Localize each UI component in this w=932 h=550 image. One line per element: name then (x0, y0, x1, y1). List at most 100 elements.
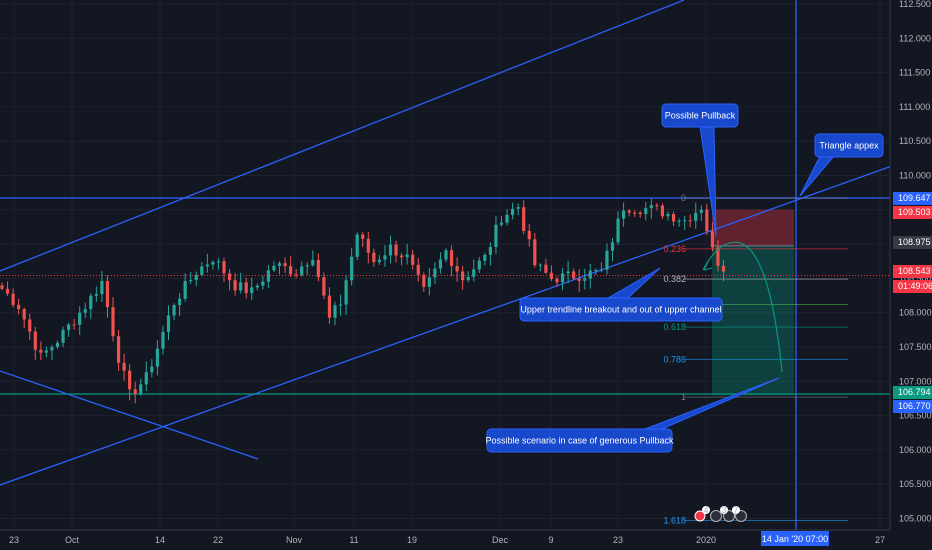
candle-body (705, 209, 709, 232)
price-tag-label: 106.770 (898, 401, 931, 411)
candle-body (594, 269, 598, 271)
event-count-badge (732, 506, 740, 514)
time-tick-label: 19 (407, 535, 417, 545)
price-tick-label: 111.500 (899, 68, 930, 78)
candle-body (494, 224, 498, 247)
candle-body (566, 271, 570, 274)
candle-body (472, 269, 476, 277)
time-axis-bg (0, 530, 932, 550)
price-tick-label: 108.500 (899, 273, 932, 283)
grid (0, 0, 890, 530)
candle-body (200, 266, 204, 275)
candle-body (33, 331, 37, 350)
candle-body (383, 255, 387, 260)
event-count-badge (702, 506, 710, 514)
candle-body (227, 273, 232, 281)
candle-body (28, 319, 32, 332)
candle-body (255, 285, 259, 288)
price-tick-label: 107.000 (899, 376, 932, 386)
candle-body (294, 274, 298, 276)
price-tag-bg (893, 280, 932, 293)
callout-scenario-box (486, 428, 673, 453)
candle-body (477, 260, 481, 270)
candle-body (17, 304, 21, 310)
crosshair-time-bg (761, 531, 829, 546)
candle-body (455, 265, 459, 272)
candle-body (283, 263, 287, 267)
candle-body (289, 266, 293, 275)
callout-scenario-text: Possible scenario in case of generous Pu… (485, 436, 674, 446)
candle-body (67, 324, 71, 330)
candle-body (666, 213, 670, 217)
price-tag-label: 01:49:06 (898, 281, 932, 291)
fib-level-label: 0.236 (663, 244, 686, 254)
candle-body (516, 207, 520, 209)
candle-body (350, 256, 354, 281)
candle-body (189, 279, 193, 281)
candles (0, 198, 726, 404)
candle-body (105, 281, 110, 308)
candle-body (50, 346, 54, 351)
falling-trendline (0, 370, 259, 460)
candle-body (44, 350, 48, 353)
candle-body (499, 222, 504, 225)
candle-body (311, 259, 315, 266)
candle-body (488, 246, 492, 255)
candle-body (222, 261, 226, 274)
candle-body (588, 270, 592, 279)
callouts[interactable]: Possible Pullback Triangle appex Upper tre… (485, 103, 884, 453)
price-tag-bg (893, 386, 932, 399)
candle-body (433, 268, 437, 278)
time-tick-label: 23 (9, 535, 19, 545)
upper-channel-line (0, 0, 685, 272)
candle-body (166, 315, 171, 332)
candle-body (549, 272, 554, 279)
price-tag-label: 109.503 (898, 207, 931, 217)
candle-body (139, 384, 143, 394)
candle-body (239, 282, 243, 291)
candle-body (388, 244, 393, 256)
candle-body (233, 280, 237, 291)
candle-body (416, 264, 420, 275)
candle-body (327, 295, 332, 318)
candle-body (688, 220, 692, 222)
candle-body (522, 207, 526, 231)
candle-body (677, 220, 681, 222)
candle-body (216, 261, 221, 263)
candle-body (649, 205, 653, 209)
candle-body (94, 294, 98, 296)
candle-body (405, 254, 409, 258)
candle-body (710, 231, 714, 248)
price-tick-label: 105.000 (899, 514, 932, 524)
event-count-text: 3 (721, 505, 726, 515)
callout-pullback: Possible Pullback (661, 103, 739, 237)
price-tick-label: 106.000 (899, 445, 932, 455)
crosshair-time-label: 14 Jan '20 07:00 (762, 534, 828, 544)
candle-body (411, 254, 415, 265)
candle-body (627, 210, 631, 213)
candle-body (427, 277, 431, 287)
candle-body (366, 238, 370, 253)
candle-body (683, 220, 687, 222)
candle-body (721, 265, 726, 272)
candle-body (616, 218, 620, 243)
candle-body (100, 281, 104, 295)
candle-body (400, 255, 404, 258)
candle-body (205, 264, 209, 267)
position-tool[interactable] (712, 209, 794, 396)
candle-body (544, 264, 548, 273)
scenario-curve[interactable] (702, 241, 783, 373)
candle-body (355, 234, 359, 257)
time-tick-label: 27 (875, 535, 885, 545)
candle-body (116, 336, 121, 363)
callout-triangle: Triangle appex (799, 133, 884, 197)
callout-pullback-text: Possible Pullback (665, 111, 736, 121)
candle-body (128, 370, 132, 390)
price-tick-label: 108.000 (899, 308, 932, 318)
fib-level-label: 1.618 (663, 516, 686, 526)
fib-level-label: 0.382 (663, 274, 686, 284)
candle-body (300, 266, 304, 275)
candle-body (394, 244, 398, 256)
